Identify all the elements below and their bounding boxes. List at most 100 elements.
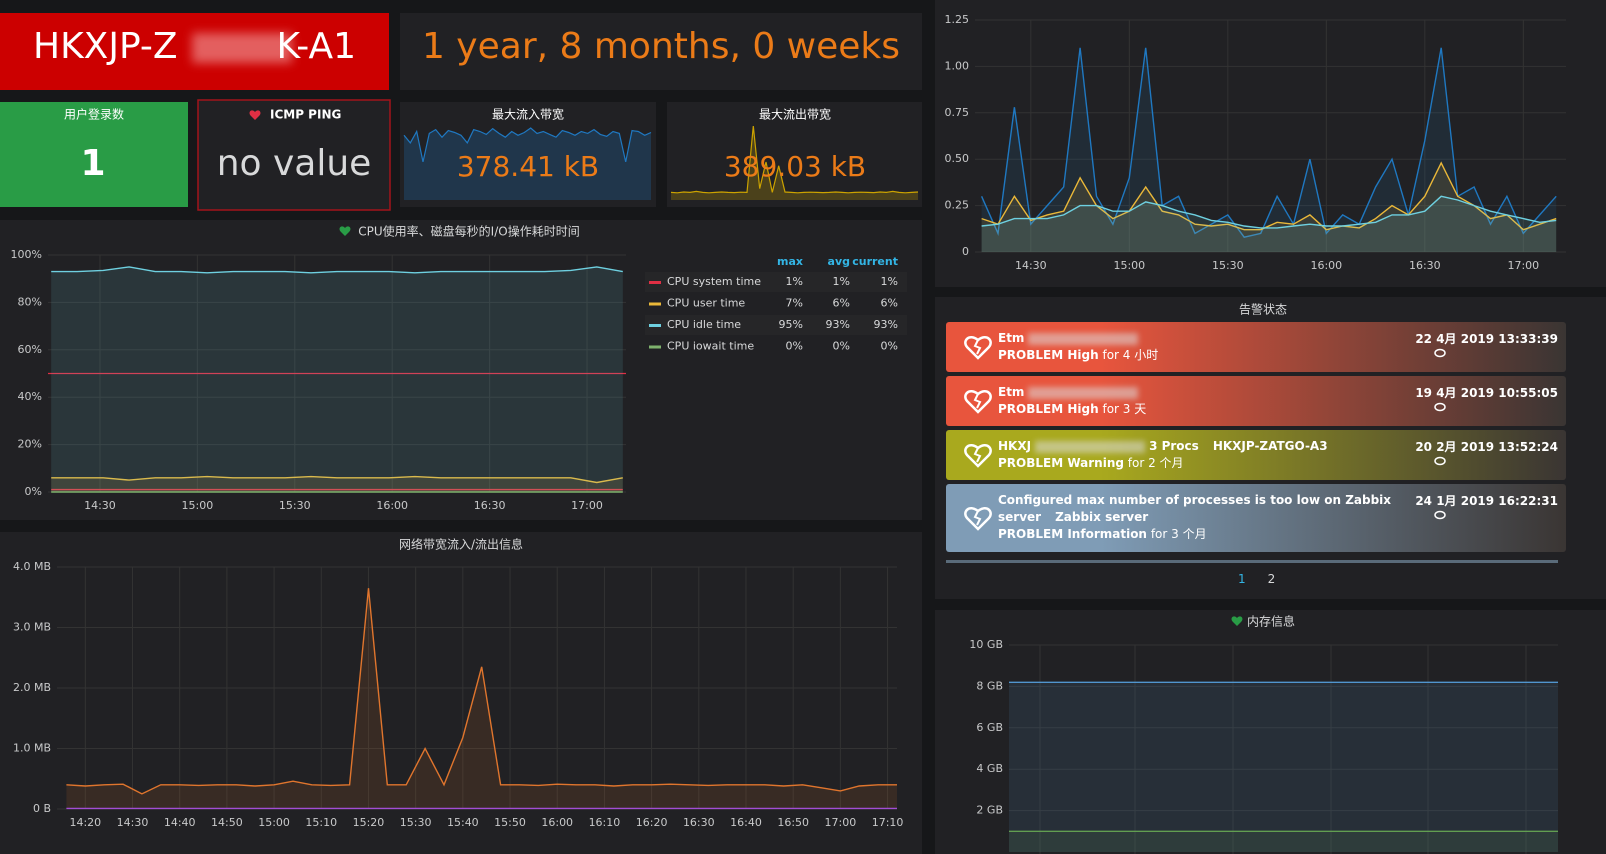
legend-header: max	[777, 255, 803, 268]
x-tick-label: 15:50	[494, 816, 526, 829]
alert-time: 19 4月 2019 10:55:05	[1415, 386, 1558, 400]
y-tick-label: 6 GB	[976, 721, 1003, 734]
page-link[interactable]: 1	[1238, 572, 1246, 586]
series-area	[66, 588, 897, 809]
blurred-text	[1028, 386, 1139, 399]
stat-value: 389.03 kB	[724, 150, 866, 183]
stat-title: 用户登录数	[64, 107, 124, 122]
alert-name-part: Etm	[998, 385, 1025, 399]
legend-label: CPU iowait time	[667, 340, 754, 353]
legend-stat: 7%	[786, 297, 803, 310]
legend-stat: 1%	[833, 275, 850, 288]
x-tick-label: 14:40	[164, 816, 196, 829]
alert-time: 20 2月 2019 13:52:24	[1415, 440, 1558, 454]
alert-duration: for 3 天	[1102, 402, 1147, 416]
stat-value: no value	[217, 143, 372, 184]
y-tick-label: 20%	[18, 438, 42, 451]
x-tick-label: 15:20	[353, 816, 385, 829]
series-line	[66, 588, 897, 795]
legend-row-bg	[645, 293, 907, 314]
alert-name: HKXJ 3 Procs HKXJP-ZATGO-A3	[998, 438, 1426, 455]
alert-state: PROBLEM High	[998, 348, 1099, 362]
alert-sub: PROBLEM High for 3 天	[998, 401, 1426, 418]
x-tick-label: 16:10	[589, 816, 621, 829]
y-tick-label: 3.0 MB	[13, 621, 51, 634]
x-tick-label: 14:30	[117, 816, 149, 829]
y-tick-label: 1.0 MB	[13, 742, 51, 755]
x-tick-label: 16:50	[777, 816, 809, 829]
stat-title: 最大流入带宽	[492, 107, 564, 122]
y-tick-label: 2.0 MB	[13, 681, 51, 694]
alert-state: PROBLEM High	[998, 402, 1099, 416]
legend-label: CPU user time	[667, 297, 745, 310]
x-tick-label: 15:30	[1212, 259, 1244, 272]
alert-sub: PROBLEM Information for 3 个月	[998, 526, 1426, 543]
x-tick-label: 15:40	[447, 816, 479, 829]
legend: max avg current CPU system time 1% 1% 1% CPU us…	[645, 255, 907, 357]
series-line	[51, 266, 623, 274]
x-tick-label: 16:30	[1409, 259, 1441, 272]
series-area	[51, 476, 623, 492]
comment-icon	[1434, 402, 1448, 416]
x-tick-label: 16:00	[1310, 259, 1342, 272]
heart-icon	[339, 226, 351, 236]
panel-title: CPU使用率、磁盘每秒的I/O操作耗时时间	[358, 224, 579, 239]
heart-icon	[964, 336, 992, 360]
stat-panel	[0, 102, 188, 207]
x-tick-label: 16:40	[730, 816, 762, 829]
y-tick-label: 0 B	[33, 802, 51, 815]
x-tick-label: 15:00	[258, 816, 290, 829]
alert-name: Etm	[998, 384, 1426, 401]
x-tick-label: 17:00	[825, 816, 857, 829]
comment-icon	[1434, 510, 1448, 524]
alert-item: Etm PROBLEM High for 4 小时 22 4月 2019 13:33…	[946, 322, 1566, 372]
x-tick-label: 16:30	[474, 499, 506, 512]
legend-stat: 1%	[786, 275, 803, 288]
blurred-text	[1028, 332, 1139, 345]
scroll-edge	[946, 560, 1558, 563]
x-tick-label: 14:30	[84, 499, 116, 512]
legend-stat: 93%	[874, 318, 898, 331]
y-tick-label: 1.00	[945, 59, 970, 72]
series-area	[981, 196, 1557, 252]
legend-row-bg	[645, 272, 907, 292]
alert-name: Etm	[998, 330, 1426, 347]
y-tick-label: 1.25	[945, 13, 970, 26]
series-area	[51, 266, 623, 492]
sparklines	[403, 125, 919, 200]
alert-name-part: Etm	[998, 331, 1025, 345]
x-tick-label: 14:20	[69, 816, 101, 829]
legend-stat: 95%	[779, 318, 803, 331]
y-tick-label: 10 GB	[969, 638, 1003, 651]
legend-swatch	[649, 281, 661, 284]
host-name: K-A1	[276, 26, 356, 67]
heart-icon	[964, 507, 992, 531]
sparkline-area	[671, 126, 918, 200]
legend-stat: 1%	[881, 275, 898, 288]
alert-state: PROBLEM Warning	[998, 456, 1124, 470]
stat-title: 最大流出带宽	[759, 107, 831, 122]
legend-stat: 0%	[833, 340, 850, 353]
y-tick-label: 4.0 MB	[13, 560, 51, 573]
comment-glyph	[1434, 402, 1446, 412]
panel-title: 网络带宽流入/流出信息	[399, 537, 523, 552]
legend-label: CPU system time	[667, 275, 761, 288]
sparkline	[670, 125, 919, 194]
uptime-panel	[400, 13, 922, 90]
page-link[interactable]: 2	[1267, 572, 1276, 586]
x-tick-label: 17:10	[872, 816, 904, 829]
x-tick-label: 15:30	[279, 499, 311, 512]
alert-name-part: 3 Procs	[1149, 439, 1199, 453]
x-tick-label: 15:00	[182, 499, 214, 512]
memory-vgrid	[1039, 645, 1527, 854]
comment-glyph	[1434, 348, 1446, 358]
series-line	[981, 161, 1557, 231]
legend-swatch	[649, 324, 661, 327]
alert-item: Configured max number of processes is to…	[946, 484, 1566, 552]
x-tick-label: 14:50	[211, 816, 243, 829]
alert-name: Configured max number of processes is to…	[998, 492, 1426, 526]
series-line	[51, 475, 623, 484]
alert-list: Etm PROBLEM High for 4 小时 22 4月 2019 13:33…	[946, 322, 1566, 562]
stat-value: 1	[80, 143, 105, 184]
